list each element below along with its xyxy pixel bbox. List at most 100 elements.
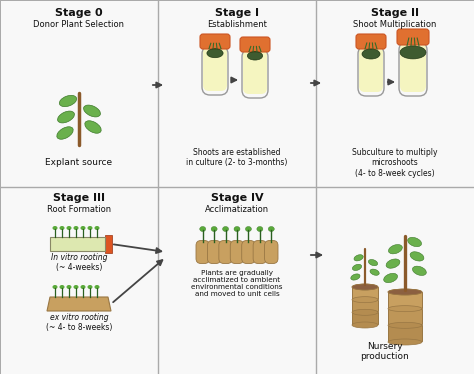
- Bar: [317, 1, 474, 187]
- Text: Explant source: Explant source: [46, 158, 112, 167]
- Ellipse shape: [370, 269, 379, 275]
- Ellipse shape: [354, 255, 363, 261]
- FancyBboxPatch shape: [230, 240, 244, 264]
- FancyBboxPatch shape: [356, 34, 386, 49]
- Ellipse shape: [388, 306, 422, 312]
- Ellipse shape: [85, 121, 101, 133]
- Ellipse shape: [352, 264, 362, 270]
- Bar: [352, 312, 378, 324]
- Text: Stage IV: Stage IV: [210, 193, 264, 203]
- FancyBboxPatch shape: [196, 240, 210, 264]
- Bar: [159, 188, 316, 374]
- Ellipse shape: [352, 322, 378, 328]
- Ellipse shape: [368, 260, 378, 266]
- Ellipse shape: [88, 226, 92, 230]
- Ellipse shape: [389, 245, 402, 254]
- Text: In vitro rooting: In vitro rooting: [51, 253, 107, 262]
- Text: (~ 4- to 8-weeks): (~ 4- to 8-weeks): [46, 323, 112, 332]
- Ellipse shape: [388, 339, 422, 345]
- Ellipse shape: [400, 46, 426, 59]
- Text: Stage II: Stage II: [371, 8, 419, 18]
- FancyBboxPatch shape: [400, 42, 426, 92]
- Ellipse shape: [408, 237, 421, 246]
- Ellipse shape: [352, 309, 378, 315]
- Ellipse shape: [234, 227, 240, 232]
- FancyBboxPatch shape: [208, 240, 221, 264]
- FancyBboxPatch shape: [240, 37, 270, 52]
- Bar: [50, 237, 105, 251]
- Text: Stage III: Stage III: [53, 193, 105, 203]
- Ellipse shape: [200, 227, 206, 232]
- Ellipse shape: [60, 226, 64, 230]
- Ellipse shape: [53, 285, 57, 289]
- FancyBboxPatch shape: [219, 240, 232, 264]
- Text: Establishment: Establishment: [207, 20, 267, 29]
- Bar: [352, 287, 378, 299]
- Bar: [352, 300, 378, 311]
- Ellipse shape: [88, 285, 92, 289]
- Ellipse shape: [388, 322, 422, 328]
- Ellipse shape: [352, 284, 378, 290]
- Text: Donor Plant Selection: Donor Plant Selection: [34, 20, 125, 29]
- Text: Plants are gradually
acclimatized to ambient
environmental conditions
and moved : Plants are gradually acclimatized to amb…: [191, 270, 283, 297]
- Ellipse shape: [59, 95, 77, 107]
- FancyBboxPatch shape: [242, 240, 255, 264]
- Bar: [159, 1, 316, 187]
- Ellipse shape: [207, 49, 223, 58]
- Ellipse shape: [66, 285, 72, 289]
- FancyBboxPatch shape: [264, 240, 278, 264]
- Polygon shape: [47, 297, 111, 311]
- FancyBboxPatch shape: [200, 34, 230, 49]
- Ellipse shape: [257, 227, 263, 232]
- Ellipse shape: [57, 111, 74, 123]
- Bar: [388, 309, 422, 324]
- Bar: [388, 325, 422, 341]
- Ellipse shape: [383, 273, 398, 283]
- Ellipse shape: [94, 285, 100, 289]
- Text: Shoot Multiplication: Shoot Multiplication: [353, 20, 437, 29]
- Ellipse shape: [388, 289, 422, 295]
- Ellipse shape: [223, 227, 228, 232]
- Ellipse shape: [352, 284, 378, 290]
- Bar: [1, 1, 158, 187]
- Ellipse shape: [57, 127, 73, 139]
- Bar: [388, 292, 422, 308]
- FancyBboxPatch shape: [359, 46, 383, 92]
- Text: Stage I: Stage I: [215, 8, 259, 18]
- Text: Root Formation: Root Formation: [47, 205, 111, 214]
- Text: Nursery
production: Nursery production: [361, 342, 410, 361]
- Ellipse shape: [247, 52, 263, 60]
- Ellipse shape: [83, 105, 100, 117]
- FancyBboxPatch shape: [397, 29, 429, 45]
- Bar: [105, 235, 112, 253]
- FancyBboxPatch shape: [243, 49, 267, 94]
- Ellipse shape: [268, 227, 274, 232]
- Bar: [1, 188, 158, 374]
- Ellipse shape: [351, 274, 360, 280]
- Text: Acclimatization: Acclimatization: [205, 205, 269, 214]
- Text: ex vitro rooting: ex vitro rooting: [50, 313, 109, 322]
- Ellipse shape: [246, 227, 251, 232]
- Ellipse shape: [66, 226, 72, 230]
- Ellipse shape: [60, 285, 64, 289]
- FancyBboxPatch shape: [253, 240, 266, 264]
- Text: Subculture to multiply
microshoots
(4- to 8-week cycles): Subculture to multiply microshoots (4- t…: [352, 148, 438, 178]
- Ellipse shape: [352, 297, 378, 303]
- Ellipse shape: [53, 226, 57, 230]
- Bar: [317, 188, 474, 374]
- Ellipse shape: [73, 226, 79, 230]
- Text: (~ 4-weeks): (~ 4-weeks): [56, 263, 102, 272]
- Text: Stage 0: Stage 0: [55, 8, 103, 18]
- Ellipse shape: [94, 226, 100, 230]
- Ellipse shape: [412, 266, 426, 276]
- Ellipse shape: [81, 285, 85, 289]
- Ellipse shape: [386, 259, 400, 268]
- Ellipse shape: [362, 49, 380, 59]
- FancyBboxPatch shape: [203, 46, 227, 91]
- Text: Shoots are established
in culture (2- to 3-months): Shoots are established in culture (2- to…: [186, 148, 288, 168]
- Ellipse shape: [73, 285, 79, 289]
- Ellipse shape: [211, 227, 217, 232]
- Ellipse shape: [388, 289, 422, 295]
- Ellipse shape: [410, 252, 424, 261]
- Ellipse shape: [81, 226, 85, 230]
